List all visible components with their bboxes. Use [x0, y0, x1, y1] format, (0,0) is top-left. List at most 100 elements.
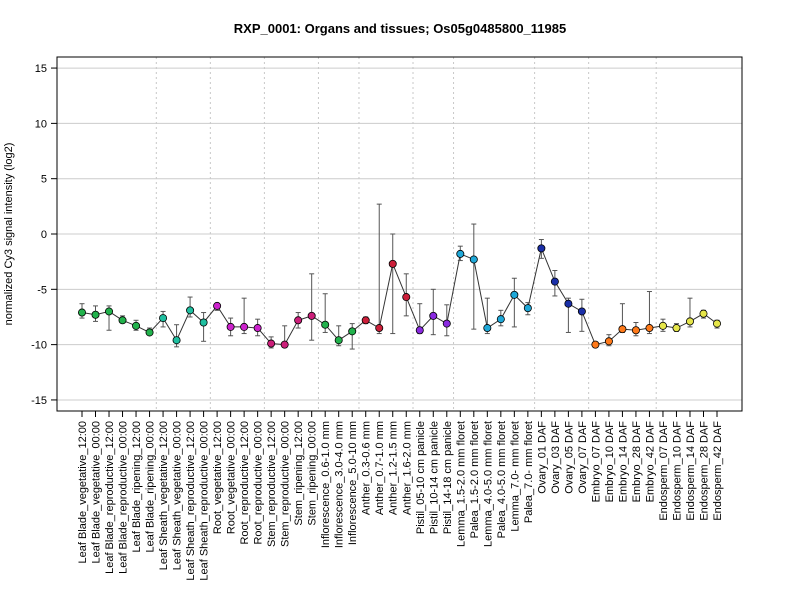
y-tick-label: 10 — [35, 118, 47, 130]
data-point — [240, 322, 249, 331]
x-tick-label: Lemma_1.5-2.0 mm floret — [455, 421, 467, 547]
x-tick-label: Leaf Blade_reproductive_00:00 — [118, 421, 130, 574]
x-tick-label: Stem_reproductive_12:00 — [266, 421, 278, 547]
x-tick-label: Embryo_28 DAF — [631, 421, 643, 503]
x-tick-label: Ovary_07 DAF — [577, 421, 589, 494]
data-point — [132, 321, 141, 330]
data-point — [402, 293, 411, 302]
data-point — [361, 316, 370, 325]
data-point — [348, 327, 357, 336]
data-point — [375, 324, 384, 333]
x-tick-label: Anther_0.3-0.6 mm — [361, 421, 373, 515]
data-point — [388, 259, 397, 268]
data-point — [631, 326, 640, 335]
data-point — [186, 306, 195, 315]
data-point — [672, 324, 681, 333]
x-tick-label: Leaf Blade_vegetative_12:00 — [77, 421, 89, 564]
data-point — [537, 244, 546, 253]
x-tick-label: Embryo_07 DAF — [590, 421, 602, 503]
y-axis-label: normalized Cy3 signal intensity (log2) — [3, 143, 15, 326]
chart-title: RXP_0001: Organs and tissues; Os05g04858… — [234, 21, 566, 36]
x-tick-label: Leaf Sheath_reproductive_12:00 — [185, 421, 197, 581]
x-tick-label: Lemma_4.0-5.0 mm floret — [482, 421, 494, 547]
data-point — [496, 315, 505, 324]
x-tick-label: Pistil_14-18 cm panicle — [442, 421, 454, 534]
x-tick-label: Leaf Blade_vegetative_00:00 — [91, 421, 103, 564]
x-tick-label: Pistil_05-10 cm panicle — [415, 421, 427, 534]
x-tick-label: Pistil_10-14 cm panicle — [428, 421, 440, 534]
x-tick-label: Ovary_01 DAF — [536, 421, 548, 494]
x-tick-label: Ovary_05 DAF — [563, 421, 575, 494]
y-tick-label: 5 — [41, 174, 47, 186]
data-point — [429, 311, 438, 320]
x-tick-label: Leaf Sheath_reproductive_00:00 — [199, 421, 211, 581]
y-tick-label: 15 — [35, 63, 47, 75]
y-tick-label: -10 — [31, 340, 47, 352]
data-point — [713, 319, 722, 328]
data-point — [226, 322, 235, 331]
data-point — [307, 311, 316, 320]
data-point — [105, 307, 114, 316]
data-point — [645, 324, 654, 333]
data-point — [469, 255, 478, 264]
x-tick-label: Root_vegetative_00:00 — [226, 421, 238, 534]
data-point — [159, 314, 168, 323]
data-point — [253, 324, 262, 333]
data-point — [172, 336, 181, 345]
x-tick-label: Stem_reproductive_00:00 — [280, 421, 292, 547]
data-point — [604, 337, 613, 346]
x-tick-label: Palea_7.0- mm floret — [523, 421, 535, 523]
x-tick-label: Endosperm_42 DAF — [712, 421, 724, 521]
x-tick-label: Leaf Blade_ripening_00:00 — [145, 421, 157, 553]
data-point — [699, 309, 708, 318]
data-point — [280, 340, 289, 349]
data-point — [91, 310, 100, 319]
data-point — [591, 340, 600, 349]
x-tick-label: Stem_ripening_00:00 — [307, 421, 319, 526]
data-point — [267, 339, 276, 348]
x-tick-label: Inflorescence_3.0-4.0 mm — [334, 421, 346, 548]
x-tick-label: Lemma_7.0- mm floret — [509, 421, 521, 532]
data-point — [658, 321, 667, 330]
data-point — [456, 249, 465, 258]
x-tick-label: Leaf Blade_ripening_12:00 — [131, 421, 143, 553]
data-point — [550, 277, 559, 286]
x-tick-label: Embryo_10 DAF — [604, 421, 616, 503]
x-tick-label: Anther_1.2-1.5 mm — [388, 421, 400, 515]
x-tick-label: Palea_4.0-5.0 mm floret — [496, 421, 508, 538]
x-tick-label: Endosperm_07 DAF — [658, 421, 670, 521]
x-tick-label: Embryo_42 DAF — [644, 421, 656, 503]
data-point — [213, 301, 222, 310]
data-point — [415, 326, 424, 335]
data-point — [577, 307, 586, 316]
x-tick-label: Root_reproductive_12:00 — [239, 421, 251, 545]
x-tick-label: Root_reproductive_00:00 — [253, 421, 265, 545]
data-point — [199, 318, 208, 327]
data-point — [294, 316, 303, 325]
data-point — [685, 317, 694, 326]
x-tick-label: Root_vegetative_12:00 — [212, 421, 224, 534]
x-tick-label: Leaf Sheath_vegetative_00:00 — [172, 421, 184, 570]
data-point — [321, 320, 330, 329]
data-point — [334, 336, 343, 345]
data-point — [118, 316, 127, 325]
y-tick-label: 0 — [41, 229, 47, 241]
data-point — [523, 304, 532, 313]
x-tick-label: Stem_ripening_12:00 — [293, 421, 305, 526]
x-tick-label: Inflorescence_0.6-1.0 mm — [320, 421, 332, 548]
data-point — [564, 299, 573, 308]
y-tick-label: -5 — [37, 284, 47, 296]
x-tick-label: Anther_0.7-1.0 mm — [374, 421, 386, 515]
x-tick-label: Embryo_14 DAF — [617, 421, 629, 503]
x-tick-label: Endosperm_28 DAF — [698, 421, 710, 521]
x-tick-label: Endosperm_14 DAF — [685, 421, 697, 521]
data-point — [78, 308, 87, 317]
data-point — [145, 328, 154, 337]
x-tick-label: Endosperm_10 DAF — [671, 421, 683, 521]
data-point — [483, 324, 492, 333]
x-tick-label: Inflorescence_5.0-10 mm — [347, 421, 359, 545]
x-tick-label: Palea_1.5-2.0 mm floret — [469, 421, 481, 538]
x-tick-label: Ovary_03 DAF — [550, 421, 562, 494]
y-tick-label: -15 — [31, 395, 47, 407]
